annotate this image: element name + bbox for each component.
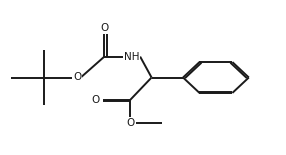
Text: O: O (100, 23, 108, 33)
Text: O: O (92, 95, 100, 105)
Text: O: O (73, 73, 81, 82)
Text: O: O (126, 118, 134, 128)
Text: NH: NH (124, 52, 139, 62)
